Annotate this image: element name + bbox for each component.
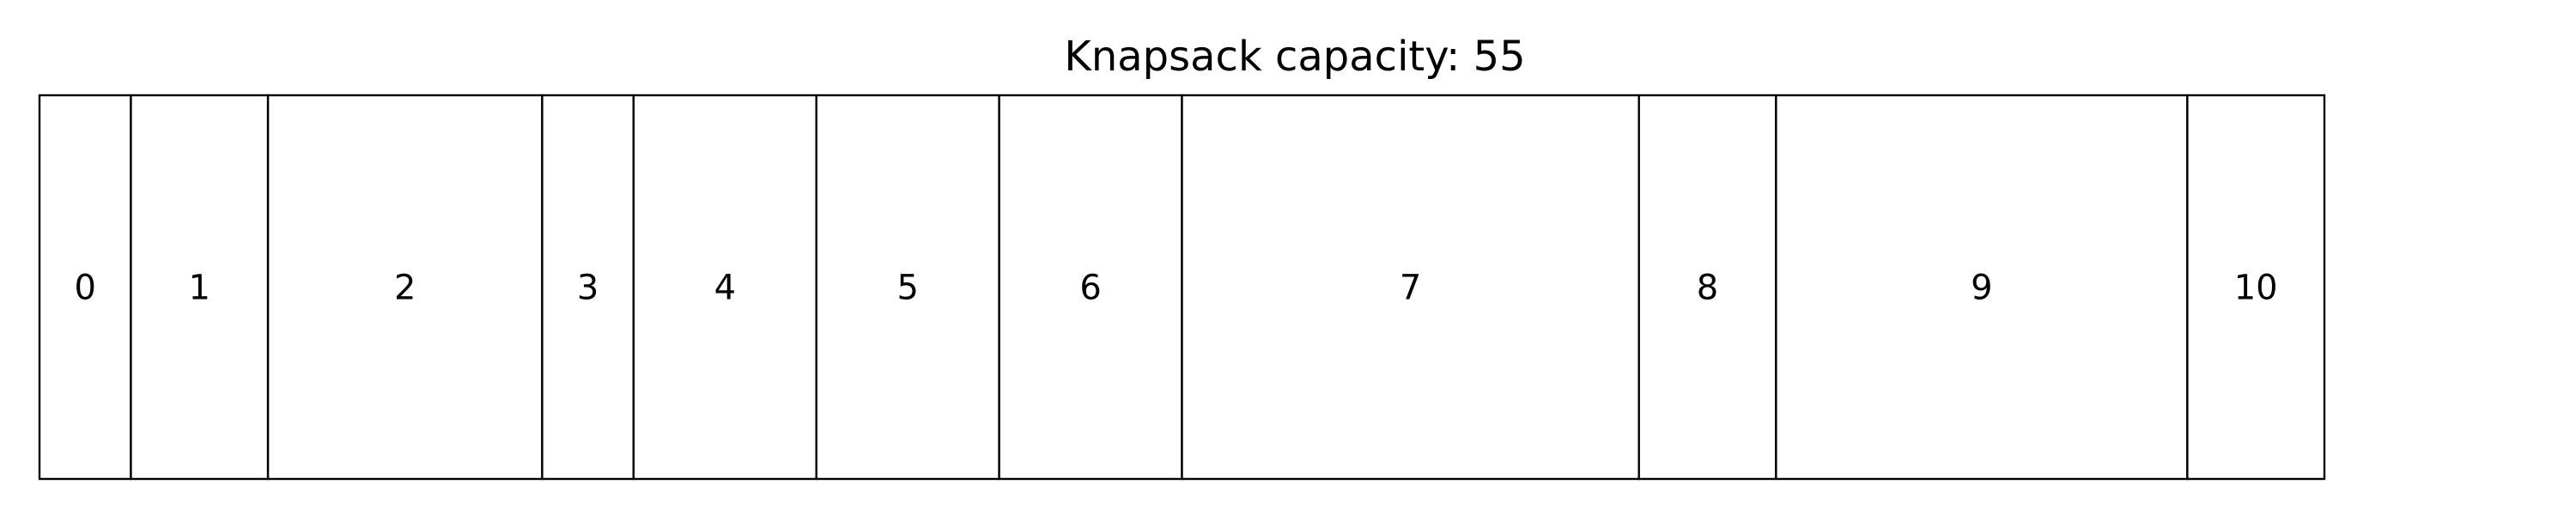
knapsack-slot-3 [541, 94, 635, 481]
knapsack-slot-10 [2186, 94, 2326, 481]
slot-label-5: 5 [896, 269, 918, 308]
knapsack-slot-6 [998, 94, 1183, 481]
knapsack-slot-7 [1181, 94, 1640, 481]
slot-label-3: 3 [577, 269, 598, 308]
knapsack-slot-5 [815, 94, 1000, 481]
slot-label-0: 0 [74, 269, 95, 308]
knapsack-slot-4 [632, 94, 817, 481]
slot-label-4: 4 [714, 269, 736, 308]
slot-label-9: 9 [1971, 269, 1992, 308]
slot-label-8: 8 [1697, 269, 1718, 308]
knapsack-slot-0 [38, 94, 132, 481]
slot-label-1: 1 [189, 269, 210, 308]
slot-label-10: 10 [2234, 269, 2278, 308]
knapsack-slot-2 [266, 94, 544, 481]
knapsack-slots: 0 1 2 3 4 5 6 7 8 9 10 [38, 94, 2326, 481]
slot-label-2: 2 [394, 269, 416, 308]
diagram-title: Knapsack capacity: 55 [1064, 33, 1525, 81]
knapsack-slot-9 [1775, 94, 2189, 481]
slot-label-6: 6 [1079, 269, 1101, 308]
knapsack-slot-8 [1637, 94, 1777, 481]
slot-label-7: 7 [1400, 269, 1421, 308]
knapsack-slot-1 [130, 94, 270, 481]
